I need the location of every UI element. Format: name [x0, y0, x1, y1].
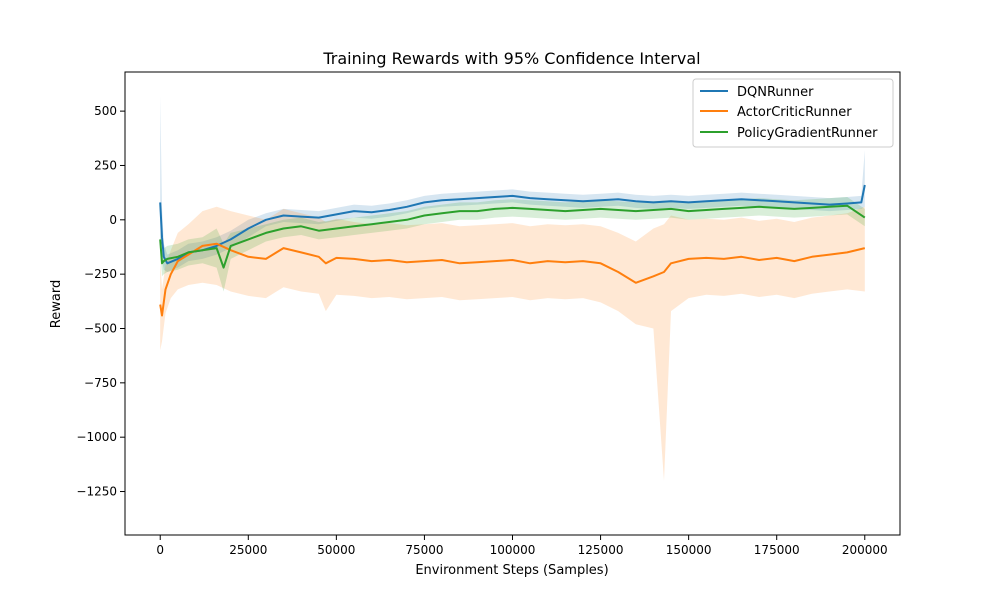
policy-gradient-runner-ci-band	[160, 197, 865, 292]
y-axis-ticks: 500 250 0 −250 −500 −750 −1000 −1250	[76, 104, 125, 499]
series-lines	[159, 184, 866, 317]
x-tick-label: 50000	[317, 543, 355, 557]
x-tick-label: 150000	[666, 543, 712, 557]
x-axis-ticks: 0 25000 50000 75000 100000 125000 150000 175000…	[156, 535, 888, 557]
y-tick-label: −500	[84, 321, 117, 335]
actor-critic-runner-line	[159, 242, 866, 317]
y-tick-label: −1250	[76, 485, 117, 499]
x-axis-label: Environment Steps (Samples)	[415, 563, 608, 578]
x-tick-label: 75000	[405, 543, 443, 557]
chart-title: Training Rewards with 95% Confidence Int…	[322, 49, 700, 68]
legend-box	[692, 78, 894, 148]
y-tick-label: 250	[94, 158, 117, 172]
x-tick-label: 200000	[842, 543, 888, 557]
policy-gradient-runner-line	[159, 204, 866, 269]
y-tick-label: −750	[84, 376, 117, 390]
legend-label-dqn: DQNRunner	[737, 85, 814, 100]
dqnrunner-line	[159, 184, 866, 265]
actor-critic-runner-ci-band	[160, 206, 865, 481]
y-axis-label: Reward	[49, 280, 64, 328]
x-tick-label: 125000	[578, 543, 624, 557]
x-tick-label: 175000	[754, 543, 800, 557]
x-tick-label: 100000	[490, 543, 536, 557]
y-tick-label: −250	[84, 267, 117, 281]
legend: DQNRunner ActorCriticRunner PolicyGradie…	[692, 78, 894, 148]
x-tick-label: 0	[156, 543, 164, 557]
legend-label-actor-critic: ActorCriticRunner	[737, 105, 852, 120]
confidence-bands	[160, 95, 865, 481]
legend-label-policy-gradient: PolicyGradientRunner	[737, 126, 878, 141]
y-tick-label: −1000	[76, 430, 117, 444]
y-tick-label: 500	[94, 104, 117, 118]
y-tick-label: 0	[109, 213, 117, 227]
x-tick-label: 25000	[229, 543, 267, 557]
